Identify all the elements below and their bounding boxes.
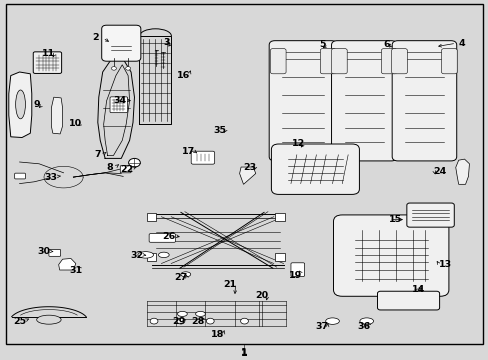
Ellipse shape (138, 252, 153, 258)
Text: 1: 1 (241, 349, 247, 358)
Circle shape (206, 318, 214, 324)
Text: 22: 22 (120, 165, 134, 174)
Polygon shape (9, 72, 32, 138)
FancyBboxPatch shape (331, 41, 396, 161)
FancyBboxPatch shape (333, 215, 448, 296)
Text: 11: 11 (42, 49, 56, 58)
Text: 36: 36 (357, 323, 370, 331)
FancyBboxPatch shape (120, 166, 131, 173)
FancyBboxPatch shape (268, 41, 337, 161)
Ellipse shape (177, 311, 187, 316)
Text: 5: 5 (319, 40, 325, 49)
FancyBboxPatch shape (271, 144, 359, 194)
Text: 12: 12 (291, 139, 305, 148)
Circle shape (111, 67, 116, 70)
Text: 20: 20 (255, 292, 267, 300)
Text: 31: 31 (69, 266, 82, 275)
FancyBboxPatch shape (391, 49, 407, 74)
Bar (274, 213, 284, 221)
Ellipse shape (158, 252, 169, 258)
Text: 28: 28 (191, 317, 204, 325)
FancyBboxPatch shape (102, 25, 141, 61)
Ellipse shape (16, 90, 25, 119)
FancyBboxPatch shape (290, 263, 304, 276)
Text: 35: 35 (213, 126, 226, 135)
Text: 9: 9 (33, 100, 40, 109)
Text: 24: 24 (432, 166, 446, 175)
FancyBboxPatch shape (110, 97, 127, 113)
Text: 6: 6 (382, 40, 389, 49)
FancyBboxPatch shape (441, 49, 456, 74)
Text: 16: 16 (176, 71, 190, 80)
Ellipse shape (195, 311, 205, 316)
Ellipse shape (37, 315, 61, 324)
Bar (146, 213, 156, 221)
Text: 25: 25 (13, 317, 26, 325)
FancyBboxPatch shape (270, 49, 285, 74)
FancyBboxPatch shape (391, 41, 456, 161)
Text: 29: 29 (171, 317, 185, 325)
Text: 15: 15 (388, 215, 401, 224)
Text: 18: 18 (210, 330, 224, 339)
FancyBboxPatch shape (33, 52, 61, 73)
Text: 33: 33 (45, 173, 58, 181)
Text: 27: 27 (174, 274, 187, 282)
Text: 1: 1 (241, 348, 247, 357)
Text: 26: 26 (162, 232, 175, 241)
Circle shape (177, 318, 184, 324)
Text: 14: 14 (410, 285, 424, 294)
Ellipse shape (181, 272, 190, 277)
FancyBboxPatch shape (15, 173, 25, 179)
FancyBboxPatch shape (377, 291, 439, 310)
Bar (146, 253, 156, 261)
Text: 32: 32 (130, 251, 143, 260)
Text: 8: 8 (106, 163, 113, 172)
Polygon shape (98, 58, 134, 158)
Circle shape (128, 158, 140, 167)
Polygon shape (455, 159, 468, 184)
Text: 4: 4 (458, 39, 465, 48)
Text: 13: 13 (438, 260, 450, 269)
Text: 10: 10 (69, 118, 82, 127)
Text: 3: 3 (163, 38, 169, 47)
Ellipse shape (359, 318, 373, 324)
Polygon shape (51, 97, 62, 134)
FancyBboxPatch shape (406, 203, 453, 227)
FancyBboxPatch shape (49, 249, 61, 256)
Text: 17: 17 (181, 148, 195, 156)
FancyBboxPatch shape (381, 49, 396, 74)
Polygon shape (239, 167, 255, 184)
Ellipse shape (325, 318, 339, 324)
Text: 37: 37 (315, 323, 327, 331)
Circle shape (240, 318, 248, 324)
Circle shape (125, 67, 130, 70)
FancyBboxPatch shape (320, 49, 335, 74)
Circle shape (150, 318, 158, 324)
Polygon shape (59, 258, 76, 270)
Text: 7: 7 (94, 150, 101, 159)
FancyBboxPatch shape (331, 49, 346, 74)
Text: 23: 23 (243, 163, 255, 172)
Text: 30: 30 (38, 248, 50, 256)
Text: 2: 2 (92, 33, 99, 42)
FancyBboxPatch shape (191, 151, 214, 164)
Text: 19: 19 (288, 271, 302, 280)
Text: 34: 34 (113, 96, 126, 105)
FancyBboxPatch shape (149, 234, 175, 242)
Text: 21: 21 (223, 280, 236, 289)
Bar (274, 253, 284, 261)
